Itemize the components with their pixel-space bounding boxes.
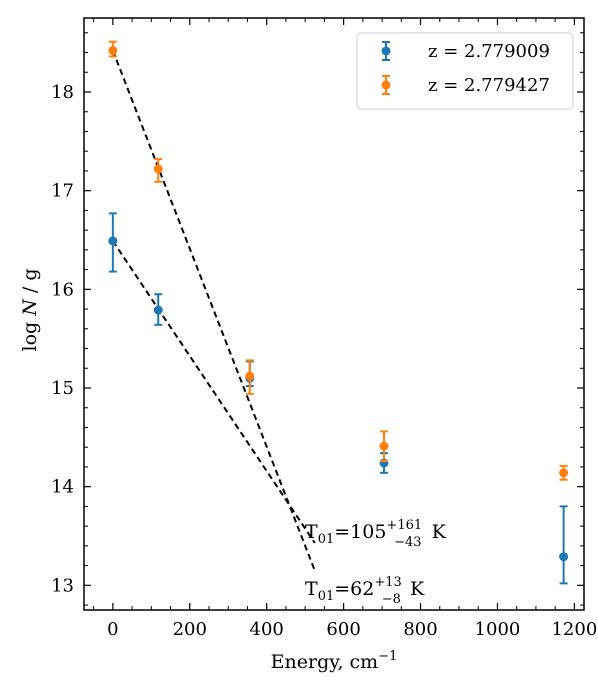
fit-line-2 [112, 240, 316, 544]
x-tick-label-600: 600 [326, 619, 360, 640]
y-axis-title: log N / g [19, 269, 41, 352]
plot-frame [83, 17, 585, 611]
y-tick-label-14: 14 [51, 477, 74, 498]
data-marker [153, 164, 163, 174]
series-2-point-1 [108, 40, 118, 58]
legend-label-1: z = 2.779009 [428, 41, 550, 62]
y-tick-label-16: 16 [51, 279, 74, 300]
data-points [108, 40, 569, 585]
series-1-point-1 [108, 212, 118, 273]
series-1-point-5 [559, 505, 569, 585]
data-marker [153, 305, 163, 315]
legend-marker-2 [381, 80, 391, 90]
data-marker [245, 371, 255, 381]
x-tick-label-1200: 1200 [551, 619, 597, 640]
data-marker [559, 552, 569, 562]
annotation-t01-62: T01=62+13 −8 K [305, 575, 425, 607]
series-2-point-3 [245, 359, 255, 395]
axis-ticks [84, 18, 584, 610]
legend-box [356, 32, 574, 110]
y-tick-label-18: 18 [51, 82, 74, 103]
legend-entry-1: z = 2.779009 [381, 41, 550, 62]
legend-label-2: z = 2.779427 [428, 75, 550, 96]
data-marker [108, 236, 118, 246]
series-2-point-2 [153, 158, 163, 183]
fit-lines [111, 50, 316, 571]
tick-labels: 0 200 400 600 800 1000 1200 13 14 15 16 17 18 [51, 82, 597, 640]
legend-entry-2: z = 2.779427 [381, 75, 550, 96]
fit-line-1 [111, 50, 316, 571]
x-axis-title: Energy, cm−1 [271, 649, 398, 673]
y-tick-label-15: 15 [51, 378, 74, 399]
series-2-point-5 [559, 464, 569, 481]
x-tick-label-200: 200 [173, 619, 207, 640]
series-1-point-2 [153, 293, 163, 326]
legend-marker-1 [381, 46, 391, 56]
x-tick-label-400: 400 [250, 619, 284, 640]
data-marker [108, 46, 118, 56]
data-marker [379, 441, 389, 451]
annotation-t01-105: T01=105+161 −43 K [305, 518, 447, 550]
x-tick-label-0: 0 [107, 619, 118, 640]
x-tick-label-1000: 1000 [475, 619, 521, 640]
y-tick-label-17: 17 [51, 181, 74, 202]
series-2-point-4 [379, 430, 389, 463]
data-marker [559, 468, 569, 478]
y-tick-label-13: 13 [51, 575, 74, 596]
legend: z = 2.779009 z = 2.779427 [356, 32, 574, 110]
x-tick-label-800: 800 [403, 619, 437, 640]
